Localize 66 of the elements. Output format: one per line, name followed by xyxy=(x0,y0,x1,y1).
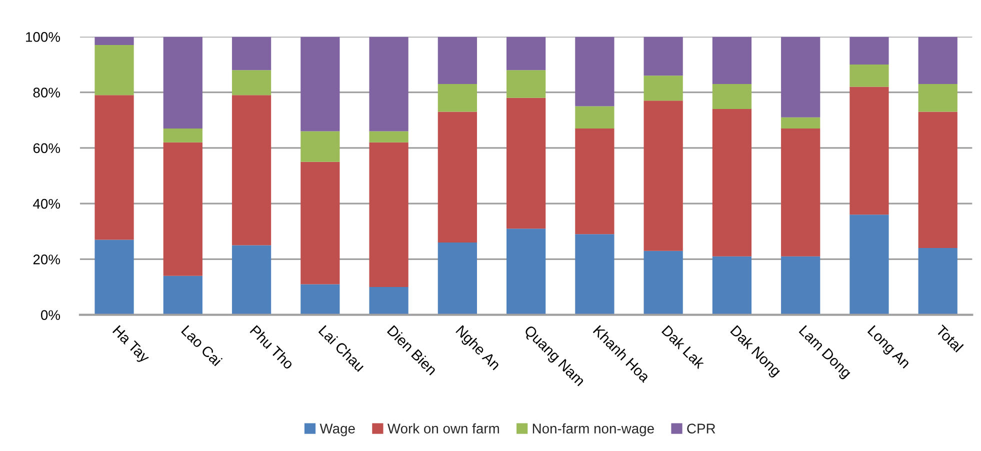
bar xyxy=(300,284,340,315)
legend-label: Wage xyxy=(320,424,355,436)
bar xyxy=(712,36,752,84)
bar xyxy=(438,112,477,242)
bar xyxy=(712,84,752,110)
bar xyxy=(644,100,683,251)
bar xyxy=(163,142,202,276)
bar xyxy=(163,36,202,128)
bar xyxy=(506,70,546,98)
bar xyxy=(712,256,752,315)
bar xyxy=(918,36,958,84)
bar xyxy=(300,131,340,162)
bar xyxy=(575,128,614,234)
bar xyxy=(781,256,820,315)
bar xyxy=(850,36,889,65)
bar xyxy=(781,36,820,118)
bar xyxy=(232,70,272,96)
bar xyxy=(94,45,134,96)
bar xyxy=(232,36,272,70)
bar xyxy=(644,76,683,101)
bar xyxy=(712,109,752,256)
bar xyxy=(506,98,546,229)
y-tick-label: 40% xyxy=(33,198,60,209)
bar xyxy=(438,36,477,84)
bar xyxy=(850,86,889,215)
bar xyxy=(781,128,820,256)
legend-label: CPR xyxy=(687,424,716,434)
bar xyxy=(644,36,683,76)
bar xyxy=(918,112,958,248)
y-tick-label: 80% xyxy=(33,88,60,98)
y-tick-label: 100% xyxy=(26,32,60,42)
legend-label: Work on own farm xyxy=(387,423,499,434)
x-tick-label: Dak Lak xyxy=(661,324,706,370)
bar xyxy=(369,131,408,142)
bar xyxy=(94,95,134,240)
x-tick-label: Ha Tay xyxy=(110,325,151,366)
bar xyxy=(850,214,889,315)
bar xyxy=(438,84,477,112)
bar xyxy=(369,286,408,315)
bar xyxy=(575,106,614,128)
y-tick-label: 60% xyxy=(33,143,60,154)
bar xyxy=(918,248,958,315)
bar xyxy=(94,240,134,315)
bar xyxy=(369,36,408,132)
bar xyxy=(438,242,477,315)
x-tick-label: Lao Cai xyxy=(180,324,223,366)
bar xyxy=(369,142,408,287)
x-tick-label: Phu Tho xyxy=(250,324,295,370)
bar xyxy=(300,36,340,132)
y-tick-label: 20% xyxy=(33,254,60,264)
bar xyxy=(163,128,202,142)
bar xyxy=(232,245,272,315)
legend-label: Non-farm non-wage xyxy=(532,423,654,436)
bar xyxy=(506,228,546,315)
bar xyxy=(163,276,202,315)
bar xyxy=(506,36,546,70)
bar xyxy=(94,36,134,46)
bar xyxy=(850,64,889,87)
bar xyxy=(232,95,272,246)
y-tick-label: 0% xyxy=(40,310,60,320)
bar xyxy=(781,117,820,128)
bar xyxy=(918,84,958,112)
bar xyxy=(575,234,614,315)
bar xyxy=(300,162,340,284)
bar xyxy=(644,250,683,315)
bar xyxy=(575,36,614,106)
